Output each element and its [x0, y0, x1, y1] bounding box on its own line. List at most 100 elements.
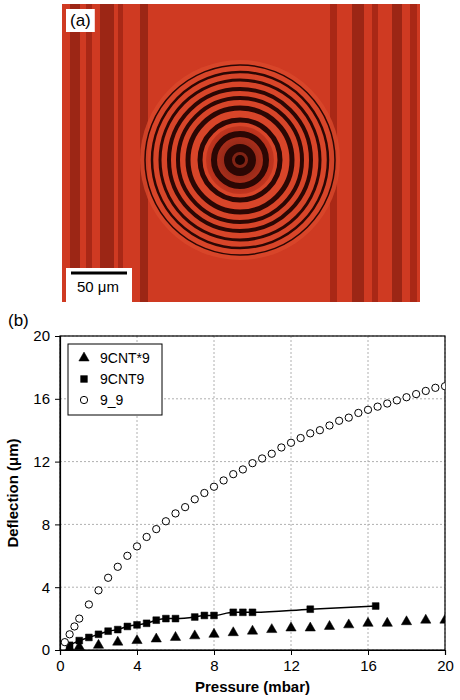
legend-label: 9_9: [100, 392, 124, 408]
data-point: [172, 510, 179, 517]
image-panel: (a)50 μm: [62, 4, 420, 302]
data-point: [326, 422, 333, 429]
data-point: [239, 466, 246, 473]
tick: 4: [133, 650, 141, 674]
data-point: [440, 614, 445, 623]
fringe-ring: [188, 108, 292, 212]
legend-entry: 9CNT*9: [79, 350, 150, 366]
tick-label: 0: [42, 641, 50, 658]
fringe-ring: [200, 120, 280, 200]
tick-mark: [55, 462, 60, 463]
data-point: [85, 634, 92, 641]
tick-mark: [445, 650, 446, 655]
data-point: [113, 636, 123, 645]
tick-mark: [291, 650, 292, 655]
data-point: [335, 417, 342, 424]
data-point: [134, 621, 141, 628]
data-point: [162, 615, 169, 622]
data-point: [307, 606, 314, 613]
fringe-ring: [160, 80, 320, 240]
tick: 4: [42, 579, 60, 596]
image-streak: [118, 4, 123, 302]
image-region: [140, 60, 340, 260]
legend-entry: 9_9: [80, 392, 123, 408]
tick: 16: [360, 650, 377, 674]
data-point: [210, 483, 217, 490]
image-background: [62, 4, 420, 302]
data-point: [393, 397, 400, 404]
x-axis: 0 4 8 12 16 20: [56, 650, 454, 674]
data-point: [286, 622, 296, 631]
image-streak: [392, 4, 402, 302]
data-point: [170, 631, 180, 640]
data-point: [403, 394, 410, 401]
fringe-ring: [169, 89, 311, 231]
data-point: [76, 637, 83, 644]
grid-line: [60, 587, 445, 588]
data-point: [124, 552, 131, 559]
legend-label: 9CNT9: [100, 371, 145, 387]
y-axis-title: Deflection (μm): [4, 438, 21, 547]
image-streak: [352, 4, 364, 302]
data-point: [220, 477, 227, 484]
data-point: [153, 617, 160, 624]
image-streak: [70, 4, 80, 302]
figure: (a)50 μm048121620048121620Pressure (mbar…: [0, 0, 460, 700]
data-point: [364, 406, 371, 413]
legend-entry: 9CNT9: [81, 371, 145, 387]
data-point: [162, 518, 169, 525]
grid-line: [214, 336, 215, 650]
data-point: [209, 628, 219, 637]
data-point: [305, 622, 315, 631]
data-point: [201, 612, 208, 619]
plot-frame: [60, 336, 445, 650]
tick-label: 12: [283, 657, 300, 674]
data-point: [287, 439, 294, 446]
tick-label: 20: [437, 657, 454, 674]
image-streak: [410, 4, 417, 302]
y-axis: 048121620: [33, 327, 60, 658]
data-point: [124, 623, 131, 630]
data-point: [172, 615, 179, 622]
data-point: [151, 633, 161, 642]
data-point: [71, 623, 78, 630]
data-point: [230, 609, 237, 616]
tick: 8: [42, 516, 60, 533]
data-point: [249, 609, 256, 616]
scale-bar-label: 50 μm: [77, 278, 119, 295]
data-point: [372, 603, 379, 610]
tick: 16: [33, 390, 60, 407]
tick: 8: [210, 650, 218, 674]
fringe-ring: [152, 72, 328, 248]
tick-mark: [55, 524, 60, 525]
tick-label: 8: [42, 516, 50, 533]
data-point: [344, 619, 354, 628]
tick-mark: [368, 650, 369, 655]
data-point: [258, 455, 265, 462]
data-point: [61, 638, 68, 645]
data-point: [267, 624, 277, 633]
tick: 0: [42, 641, 60, 658]
scale-bar-background: [66, 268, 132, 302]
image-streak: [372, 4, 378, 302]
legend-box: [68, 344, 162, 415]
axis-line: [55, 337, 61, 651]
fringe-ring: [214, 134, 266, 186]
data-point: [95, 587, 102, 594]
image-streak: [100, 4, 114, 302]
tick-label: 4: [42, 579, 50, 596]
data-point: [95, 631, 102, 638]
data-point: [230, 471, 237, 478]
tick: 12: [283, 650, 300, 674]
fringe-ring: [145, 65, 335, 255]
data-point: [355, 409, 362, 416]
plot-data: [61, 383, 445, 650]
series: [61, 383, 445, 646]
data-point: [441, 383, 445, 390]
tick-label: 20: [33, 327, 50, 344]
fringe-center: [235, 155, 245, 165]
tick: 0: [56, 650, 64, 674]
data-point: [85, 601, 92, 608]
data-point: [132, 635, 142, 644]
data-point: [374, 403, 381, 410]
